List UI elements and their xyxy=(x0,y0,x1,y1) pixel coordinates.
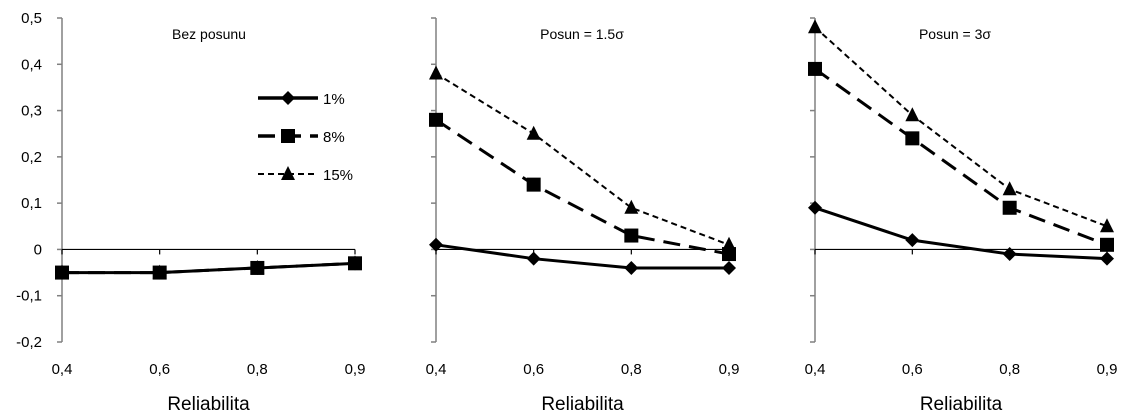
y-tick-label: -0,1 xyxy=(16,288,42,305)
data-point-1pct xyxy=(1100,251,1114,266)
data-point-15pct xyxy=(152,264,167,279)
data-point-1pct xyxy=(429,237,443,252)
legend-label: 1% xyxy=(323,91,345,108)
data-point-15pct xyxy=(526,125,541,140)
data-point-15pct xyxy=(905,107,920,122)
data-point-8pct xyxy=(905,131,920,146)
x-tick-label: 0,9 xyxy=(345,361,366,378)
y-tick-label: 0,5 xyxy=(21,10,42,27)
x-axis-title: Reliabilita xyxy=(541,394,624,415)
x-tick-label: 0,8 xyxy=(999,361,1020,378)
panel-title: Posun = 1.5σ xyxy=(540,26,624,42)
y-tick-label: 0 xyxy=(34,241,42,258)
chart-panel-1: 0,5 0,4 0,3 0,2 0,1 0 -0,1 -0,2 0,4 0,6 0,8 0,9 Reli… xyxy=(16,10,365,415)
y-tick-label: 0,1 xyxy=(21,195,42,212)
data-point-1pct xyxy=(808,200,822,215)
data-point-8pct xyxy=(1002,200,1017,215)
y-tick-label: 0,4 xyxy=(21,56,42,73)
x-tick-label: 0,4 xyxy=(426,361,447,378)
legend-marker xyxy=(281,129,295,143)
data-point-8pct xyxy=(429,112,443,127)
data-point-1pct xyxy=(526,251,541,266)
x-tick-label: 0,8 xyxy=(247,361,268,378)
x-tick-label: 0,6 xyxy=(523,361,544,378)
y-tick-label: 0,3 xyxy=(21,103,42,120)
data-point-15pct xyxy=(55,264,69,279)
series-line-15pct xyxy=(814,26,1108,228)
data-point-8pct xyxy=(1100,237,1114,252)
data-point-15pct xyxy=(624,199,639,214)
chart-panel-3: 0,4 0,6 0,8 0,9 Reliabilita Posun = 3σ xyxy=(805,17,1118,415)
data-point-15pct xyxy=(722,236,736,251)
data-point-15pct xyxy=(429,65,443,80)
x-tick-label: 0,6 xyxy=(149,361,170,378)
y-tick-label: -0,2 xyxy=(16,334,42,351)
panel-title: Posun = 3σ xyxy=(919,26,991,42)
data-point-1pct xyxy=(905,233,920,248)
data-point-15pct xyxy=(1100,218,1114,233)
x-tick-label: 0,8 xyxy=(621,361,642,378)
legend-label: 15% xyxy=(323,167,353,184)
panel-title: Bez posunu xyxy=(172,26,246,42)
series-line-1pct xyxy=(435,243,729,270)
x-axis-title: Reliabilita xyxy=(920,394,1003,415)
data-point-8pct xyxy=(624,228,639,243)
legend-marker xyxy=(281,91,295,105)
x-tick-label: 0,4 xyxy=(52,361,73,378)
series-line-8pct xyxy=(814,67,1108,247)
y-tick-label: 0,2 xyxy=(21,149,42,166)
data-point-15pct xyxy=(1002,181,1017,196)
series-line-15pct xyxy=(62,262,356,274)
x-tick-label: 0,6 xyxy=(902,361,923,378)
series-line-1pct xyxy=(814,206,1108,261)
chart-panel-2: 0,4 0,6 0,8 0,9 Reliabilita Posun = 1.5σ xyxy=(426,17,740,415)
data-point-1pct xyxy=(722,260,736,275)
data-point-15pct xyxy=(808,19,822,34)
data-point-1pct xyxy=(1002,247,1017,262)
x-tick-label: 0,9 xyxy=(719,361,740,378)
data-point-15pct xyxy=(348,255,362,270)
data-point-8pct xyxy=(808,61,822,76)
x-tick-label: 0,4 xyxy=(805,361,826,378)
data-point-15pct xyxy=(250,259,265,274)
x-axis-title: Reliabilita xyxy=(167,394,250,415)
data-point-8pct xyxy=(526,177,541,192)
legend: 1% 8% 15% xyxy=(258,91,353,184)
x-tick-label: 0,9 xyxy=(1097,361,1118,378)
series-line-15pct xyxy=(435,72,730,246)
legend-marker xyxy=(281,166,295,180)
data-point-1pct xyxy=(624,260,639,275)
legend-label: 8% xyxy=(323,129,345,146)
series-line-8pct xyxy=(435,118,730,256)
